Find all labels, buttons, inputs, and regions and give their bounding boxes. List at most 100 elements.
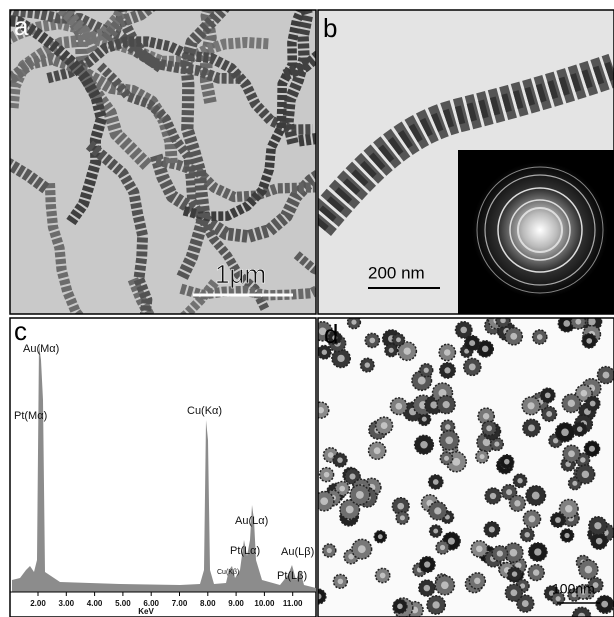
nanoparticle-core (469, 363, 476, 370)
nanoparticle-core (338, 579, 344, 585)
nanoparticle-core (443, 401, 450, 408)
nanoparticle-core (337, 355, 344, 362)
nanoparticle-core (365, 362, 370, 367)
nanoparticle-core (510, 549, 518, 557)
nanoparticle-core (424, 561, 430, 567)
panel-d (311, 312, 614, 617)
nanoparticle-core (483, 413, 489, 419)
nanoparticle-core (328, 452, 334, 458)
nanoparticle-core (444, 349, 451, 356)
peak-label: Au(Mα) (23, 343, 59, 355)
nanoparticle-core (444, 456, 449, 461)
nanoparticle-core (324, 472, 330, 478)
panel-b (318, 10, 614, 314)
panel-border (10, 318, 316, 617)
nanoparticle-core (589, 446, 595, 452)
scale-bar-label: 100nm (552, 581, 595, 597)
panel-label: d (324, 319, 338, 349)
nanoparticle-core (346, 506, 354, 514)
nanoparticle-core (585, 566, 593, 574)
scale-bar-label: 200 nm (368, 263, 425, 282)
nanoparticle-core (356, 491, 364, 499)
nanoparticle-core (577, 426, 583, 432)
nanoparticle-core (381, 422, 388, 429)
nanoparticle-core (590, 401, 596, 407)
nanoparticle-core (563, 320, 570, 327)
nanoparticle-core (374, 447, 381, 454)
nanoparticle-core (389, 348, 394, 353)
nanoparticle-core (460, 327, 467, 334)
nanoparticle-core (349, 473, 355, 479)
nanoparticle-core (433, 479, 439, 485)
nanoparticle-core (582, 471, 589, 478)
nanoparticle-core (430, 401, 437, 408)
nanoparticle-core (575, 319, 581, 325)
x-tick-label: 2.00 (30, 599, 46, 608)
nanoparticle-core (506, 489, 512, 495)
nanoparticle-core (337, 457, 343, 463)
nanoparticle-core (534, 548, 541, 555)
nanoparticle-core (494, 442, 499, 447)
nanoparticle-core (514, 500, 520, 506)
nanoparticle-core (596, 538, 603, 545)
nanoparticle-core (572, 481, 577, 486)
x-tick-label: 9.00 (228, 599, 244, 608)
nanoparticle-core (482, 346, 488, 352)
nanoparticle-core (528, 515, 535, 522)
nanoparticle-core (396, 337, 401, 342)
nanoparticle-core (568, 400, 575, 407)
figure: a 1μm b 200 nm 2.003.004.005.006.007.008… (0, 0, 614, 617)
peak-label: Au(Lβ) (281, 546, 314, 558)
nanoparticle-core (601, 601, 608, 608)
nanoparticle-core (517, 478, 522, 483)
nanoparticle-core (339, 486, 345, 492)
nanoparticle-core (445, 436, 453, 444)
nanoparticle-core (397, 503, 404, 510)
x-tick-label: 7.00 (172, 599, 188, 608)
nanoparticle-core (469, 340, 475, 346)
nanoparticle-core (395, 403, 402, 410)
nanoparticle-core (555, 517, 561, 523)
nanoparticle-core (380, 573, 386, 579)
nanoparticle-core (556, 596, 561, 601)
nanoparticle-core (490, 493, 496, 499)
peak-label: Cu(Kβ) (217, 569, 239, 576)
nanoparticle-core (424, 368, 429, 373)
nanoparticle-core (527, 402, 534, 409)
nanoparticle-core (533, 569, 539, 575)
nanoparticle-core (404, 347, 411, 354)
x-tick-label: 10.00 (254, 599, 275, 608)
nanoparticle-core (510, 333, 517, 340)
peak-label: Cu(Kα) (187, 405, 222, 417)
x-tick-label: 11.00 (283, 599, 303, 608)
nanoparticle-core (524, 532, 529, 537)
x-axis-label: KeV (138, 607, 154, 616)
nanoparticle-core (522, 600, 529, 607)
peak-label: Pt(Lβ) (277, 570, 307, 582)
nanoparticle-core (545, 392, 551, 398)
nanoparticle-core (440, 545, 445, 550)
nanoparticle-core (378, 534, 383, 539)
nanoparticle-core (580, 457, 585, 462)
nanoparticle-core (434, 507, 441, 514)
nanoparticle-core (397, 604, 403, 610)
nanoparticle-core (565, 505, 572, 512)
nanoparticle-core (448, 538, 455, 545)
nanoparticle-core (581, 390, 588, 397)
nanoparticle-core (369, 338, 375, 344)
panel-label: c (14, 316, 27, 346)
nanoparticle-core (476, 546, 483, 553)
x-tick-label: 4.00 (87, 599, 103, 608)
peak-label: Pt(Lα) (230, 545, 260, 557)
nanoparticle-core (586, 338, 592, 344)
nanoparticle-core (510, 589, 517, 596)
nanoparticle-core (358, 545, 366, 553)
nanoparticle-core (444, 367, 450, 373)
nanoparticle-core (420, 441, 427, 448)
diffraction-pattern (472, 162, 608, 298)
peak-label: Au(Lα) (235, 515, 268, 527)
x-tick-label: 8.00 (200, 599, 216, 608)
nanoparticle-core (400, 515, 405, 520)
peak-label: Pt(Mα) (14, 410, 47, 422)
nanoparticle-core (432, 601, 439, 608)
